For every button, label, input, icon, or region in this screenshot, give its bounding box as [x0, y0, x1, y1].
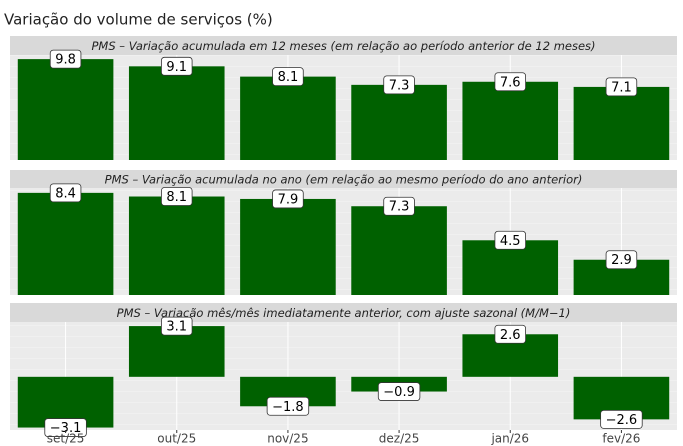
value-label-box	[494, 72, 526, 92]
value-label: 4.5	[500, 234, 521, 249]
value-label: 9.1	[166, 60, 187, 75]
bar	[17, 192, 114, 295]
strip	[10, 36, 677, 55]
value-label: 7.3	[389, 200, 410, 215]
value-label-box	[161, 187, 193, 206]
value-label-box	[49, 49, 82, 69]
value-label: 8.1	[166, 190, 187, 205]
value-label-box	[383, 196, 415, 216]
value-label: 8.1	[278, 70, 299, 85]
value-label-box	[49, 183, 82, 203]
strip	[10, 170, 677, 188]
bar	[573, 86, 670, 160]
x-tick-label: out/25	[157, 432, 196, 446]
value-label: 2.9	[611, 253, 632, 268]
panel-title: PMS – Variação acumulada em 12 meses (em…	[91, 39, 595, 53]
panel-background	[10, 322, 677, 430]
panel-background	[10, 188, 677, 295]
value-label-box	[266, 396, 310, 416]
bar	[17, 59, 114, 160]
value-label: 8.4	[55, 186, 76, 201]
x-tick-label: nov/25	[267, 432, 308, 446]
value-label-box	[383, 75, 415, 95]
value-label: 7.1	[611, 80, 632, 95]
bar	[240, 198, 336, 295]
value-label: 2.6	[500, 328, 521, 343]
value-label-box	[605, 250, 638, 270]
bar	[351, 206, 447, 295]
x-tick-label: dez/25	[379, 432, 420, 446]
bar	[462, 81, 559, 160]
bar	[351, 84, 447, 160]
value-label-box	[272, 189, 304, 209]
value-label: 7.3	[389, 78, 410, 93]
x-tick-label: set/25	[47, 432, 85, 446]
value-label-box	[494, 324, 526, 344]
value-label: 9.8	[55, 53, 76, 68]
value-label: 7.6	[500, 75, 521, 90]
value-label-box	[377, 382, 421, 401]
value-label-box	[161, 316, 193, 336]
value-label: −2.6	[606, 413, 638, 428]
bar	[128, 196, 225, 295]
bar	[240, 76, 336, 160]
value-label: −0.9	[383, 385, 415, 400]
panel-title: PMS – Variação mês/mês imediatamente ant…	[117, 306, 571, 320]
x-tick-label: fev/26	[602, 432, 640, 446]
value-label-box	[161, 56, 193, 76]
value-label: −1.8	[272, 400, 304, 415]
value-label: 7.9	[278, 192, 299, 207]
panel-background	[10, 55, 677, 160]
panel-title: PMS – Variação acumulada no ano (em rela…	[105, 173, 583, 187]
value-label-box	[600, 409, 643, 429]
chart-title: Variação do volume de serviços (%)	[4, 11, 273, 29]
value-label-box	[605, 77, 638, 97]
value-label-box	[272, 67, 304, 87]
value-label: −3.1	[50, 421, 82, 436]
bar	[128, 66, 225, 160]
value-label: 3.1	[166, 320, 187, 335]
value-label-box	[44, 418, 87, 437]
value-label-box	[494, 230, 526, 250]
x-tick-label: jan/26	[490, 432, 529, 446]
